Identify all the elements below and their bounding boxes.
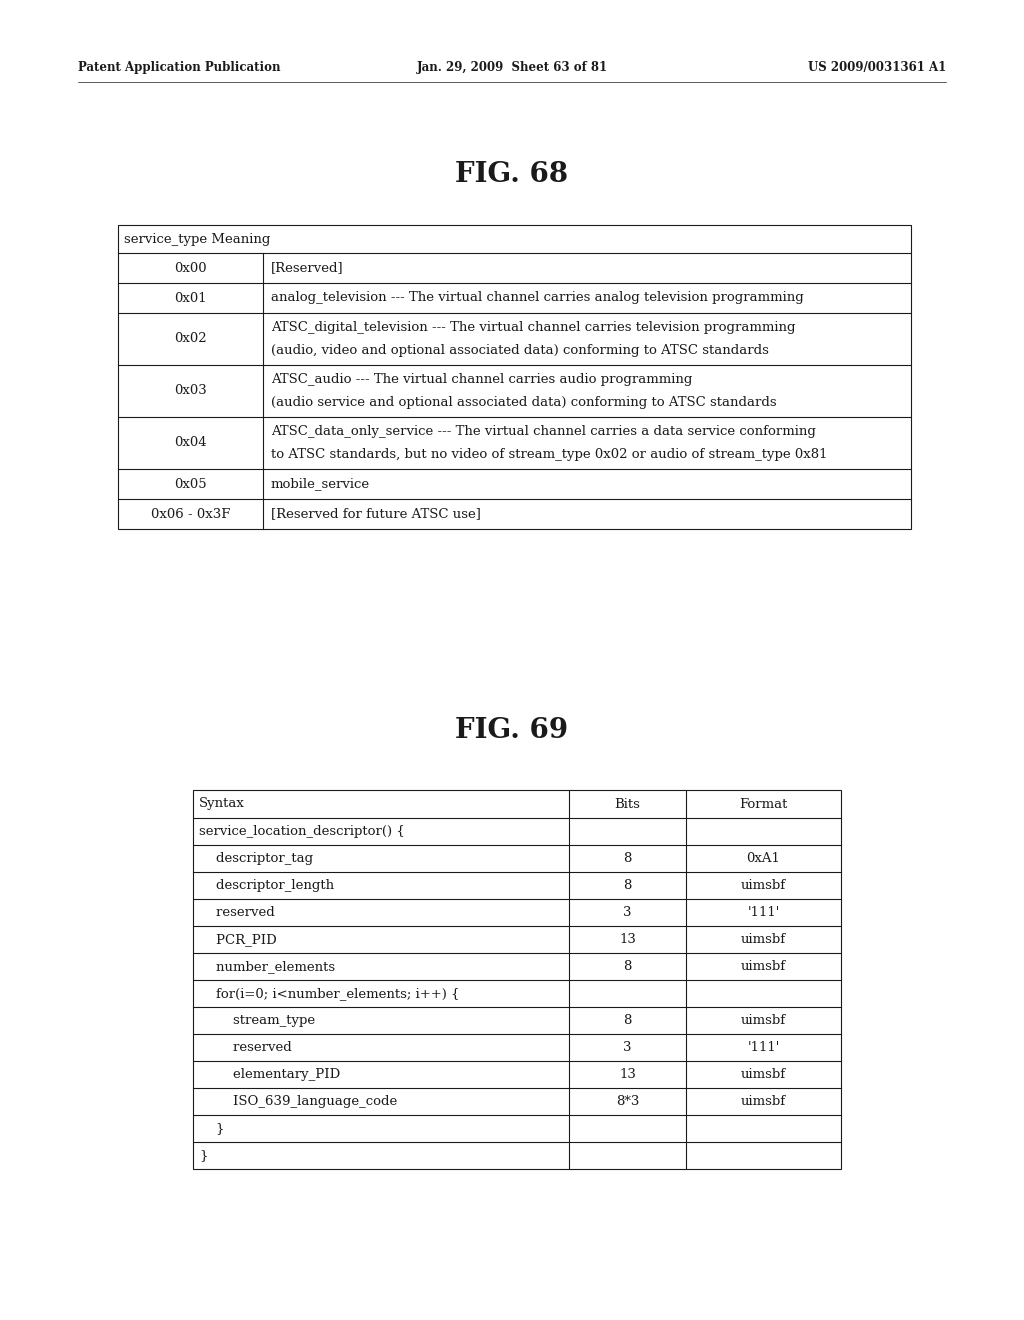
Text: 8: 8 — [624, 879, 632, 892]
Text: service_type Meaning: service_type Meaning — [124, 232, 270, 246]
Text: 0x02: 0x02 — [174, 333, 207, 346]
Bar — [193, 789, 841, 1170]
Text: Patent Application Publication: Patent Application Publication — [78, 62, 281, 74]
Text: Format: Format — [739, 797, 787, 810]
Text: }: } — [199, 1122, 224, 1135]
Text: 0x04: 0x04 — [174, 437, 207, 450]
Text: '111': '111' — [748, 1041, 779, 1053]
Text: uimsbf: uimsbf — [741, 1068, 786, 1081]
Text: to ATSC standards, but no video of stream_type 0x02 or audio of stream_type 0x81: to ATSC standards, but no video of strea… — [271, 447, 827, 461]
Text: 8: 8 — [624, 1014, 632, 1027]
Text: mobile_service: mobile_service — [271, 478, 370, 491]
Text: 3: 3 — [624, 1041, 632, 1053]
Text: uimsbf: uimsbf — [741, 879, 786, 892]
Text: number_elements: number_elements — [199, 960, 335, 973]
Text: service_location_descriptor() {: service_location_descriptor() { — [199, 825, 404, 838]
Text: uimsbf: uimsbf — [741, 960, 786, 973]
Text: ATSC_digital_television --- The virtual channel carries television programming: ATSC_digital_television --- The virtual … — [271, 321, 796, 334]
Text: FIG. 69: FIG. 69 — [456, 717, 568, 743]
Text: FIG. 68: FIG. 68 — [456, 161, 568, 189]
Text: }: } — [199, 1148, 208, 1162]
Text: PCR_PID: PCR_PID — [199, 933, 276, 946]
Text: analog_television --- The virtual channel carries analog television programming: analog_television --- The virtual channe… — [271, 292, 804, 305]
Text: 0x05: 0x05 — [174, 478, 207, 491]
Text: 0xA1: 0xA1 — [746, 851, 780, 865]
Text: 13: 13 — [620, 933, 636, 946]
Text: for(i=0; i<number_elements; i++) {: for(i=0; i<number_elements; i++) { — [199, 987, 460, 1001]
Text: 8: 8 — [624, 960, 632, 973]
Text: [Reserved]: [Reserved] — [271, 261, 344, 275]
Text: ATSC_data_only_service --- The virtual channel carries a data service conforming: ATSC_data_only_service --- The virtual c… — [271, 425, 816, 438]
Text: uimsbf: uimsbf — [741, 1096, 786, 1107]
Text: Bits: Bits — [614, 797, 640, 810]
Text: 0x03: 0x03 — [174, 384, 207, 397]
Text: ATSC_audio --- The virtual channel carries audio programming: ATSC_audio --- The virtual channel carri… — [271, 374, 692, 385]
Text: 8*3: 8*3 — [615, 1096, 639, 1107]
Text: ISO_639_language_code: ISO_639_language_code — [199, 1096, 397, 1107]
Bar — [118, 224, 911, 529]
Text: reserved: reserved — [199, 906, 274, 919]
Text: stream_type: stream_type — [199, 1014, 315, 1027]
Text: (audio, video and optional associated data) conforming to ATSC standards: (audio, video and optional associated da… — [271, 345, 769, 356]
Text: 0x00: 0x00 — [174, 261, 207, 275]
Text: Jan. 29, 2009  Sheet 63 of 81: Jan. 29, 2009 Sheet 63 of 81 — [417, 62, 607, 74]
Text: [Reserved for future ATSC use]: [Reserved for future ATSC use] — [271, 507, 481, 520]
Text: Syntax: Syntax — [199, 797, 245, 810]
Text: 3: 3 — [624, 906, 632, 919]
Text: descriptor_length: descriptor_length — [199, 879, 334, 892]
Text: descriptor_tag: descriptor_tag — [199, 851, 313, 865]
Text: 0x06 - 0x3F: 0x06 - 0x3F — [151, 507, 230, 520]
Text: elementary_PID: elementary_PID — [199, 1068, 340, 1081]
Text: 8: 8 — [624, 851, 632, 865]
Text: uimsbf: uimsbf — [741, 1014, 786, 1027]
Text: reserved: reserved — [199, 1041, 292, 1053]
Text: US 2009/0031361 A1: US 2009/0031361 A1 — [808, 62, 946, 74]
Text: '111': '111' — [748, 906, 779, 919]
Text: 0x01: 0x01 — [174, 292, 207, 305]
Text: (audio service and optional associated data) conforming to ATSC standards: (audio service and optional associated d… — [271, 396, 776, 409]
Text: 13: 13 — [620, 1068, 636, 1081]
Text: uimsbf: uimsbf — [741, 933, 786, 946]
